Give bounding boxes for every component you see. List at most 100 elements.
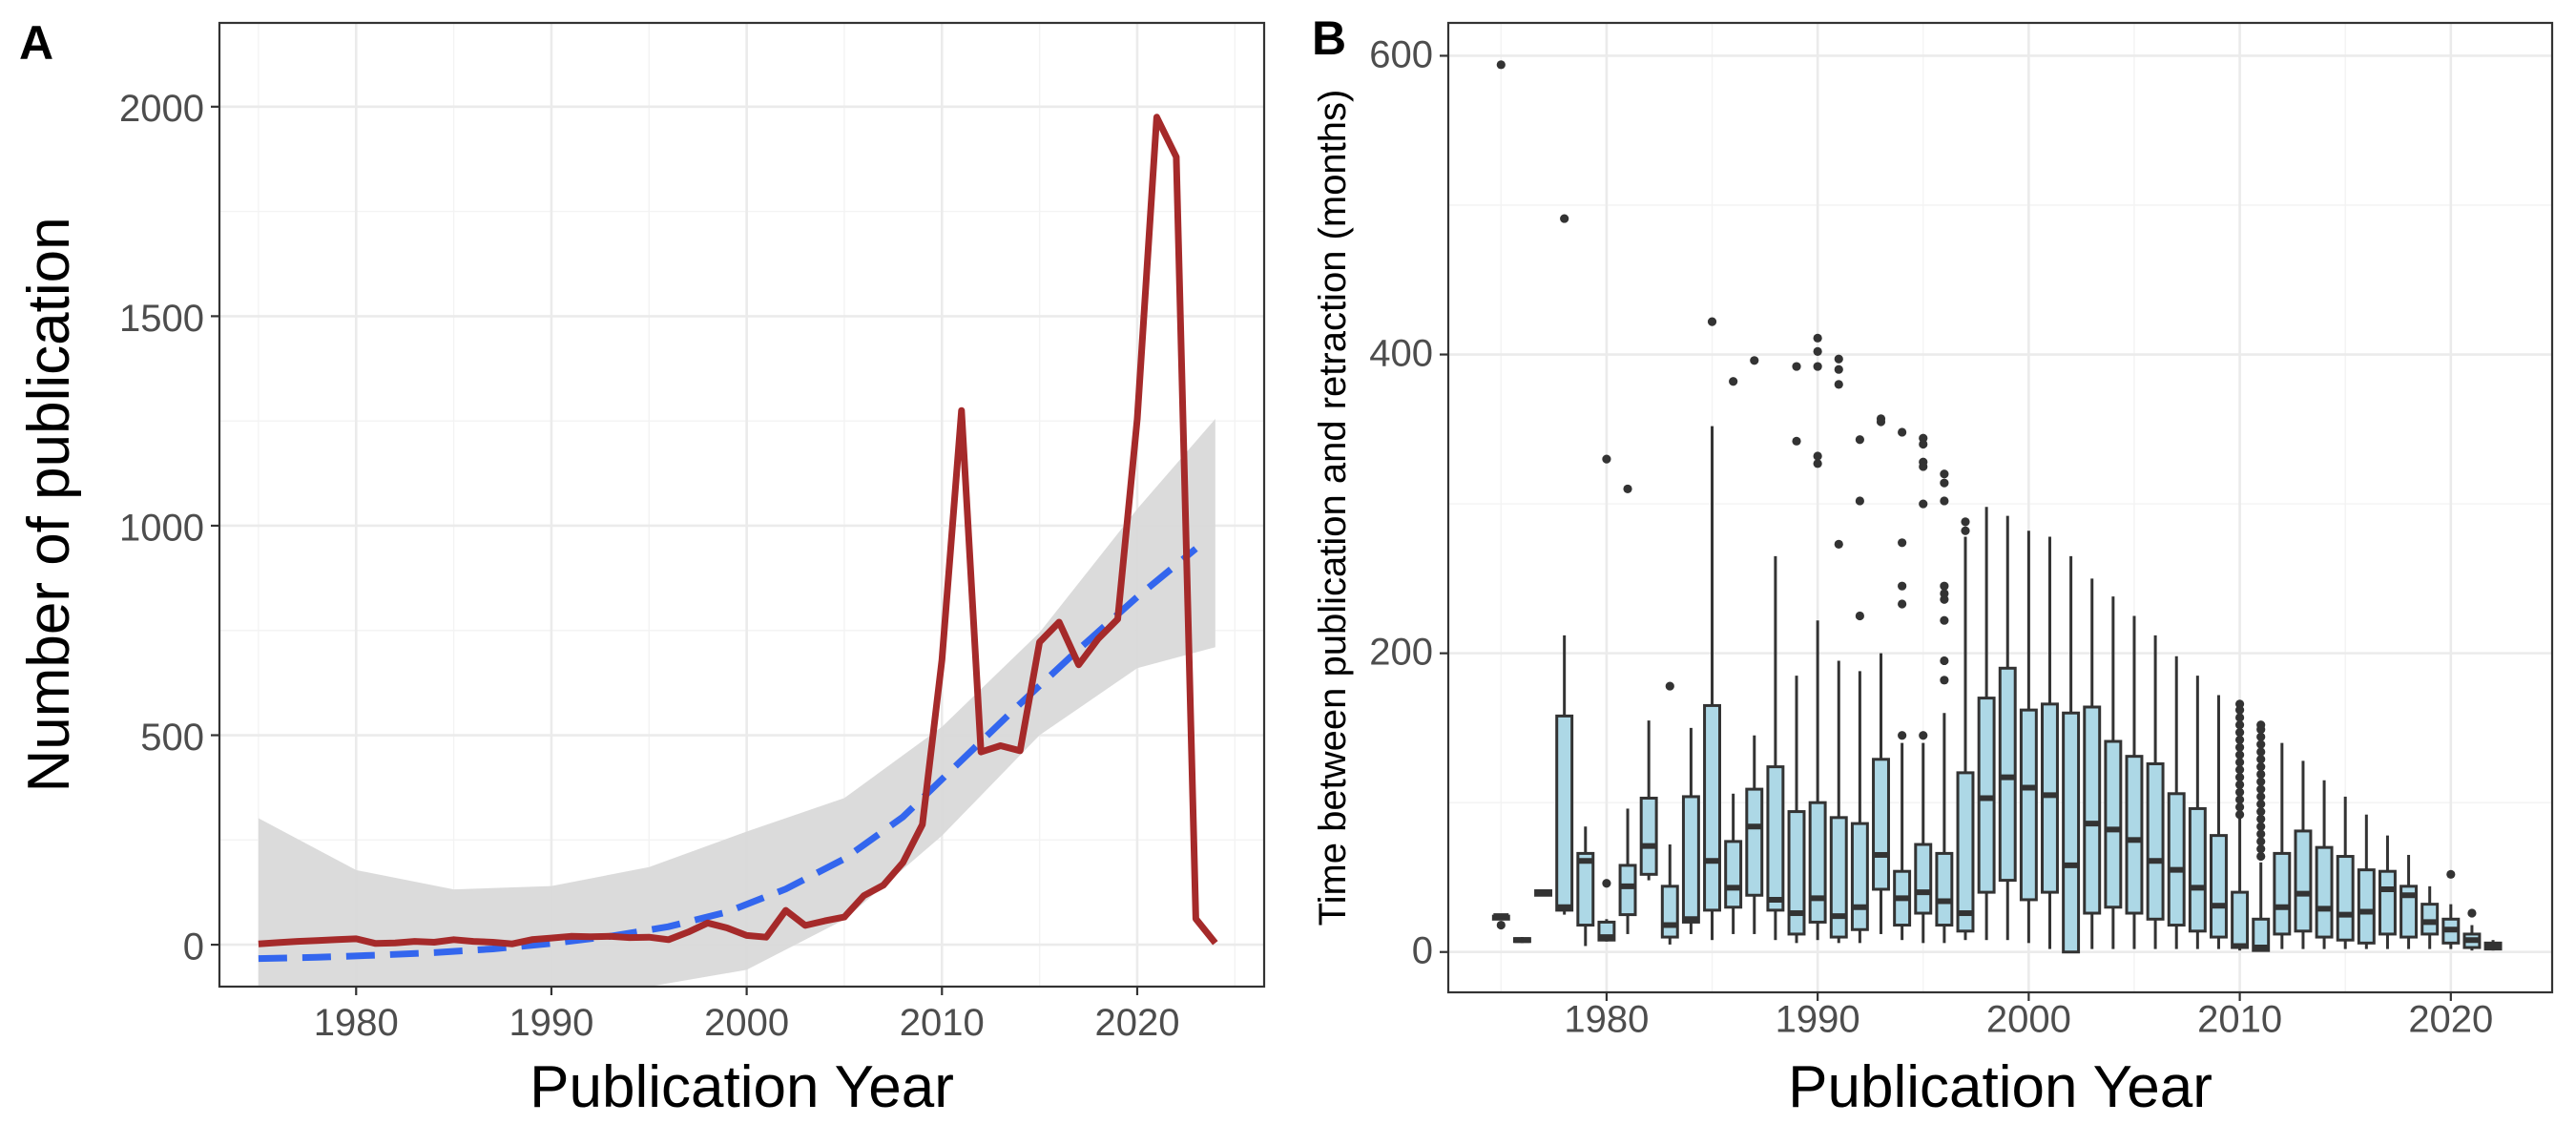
box-outlier [1898,731,1907,740]
a-x-tick-label-2000: 2000 [704,1002,789,1044]
box-outlier [1940,478,1949,488]
box-iqr [1681,795,1700,924]
box-outlier [2256,739,2266,749]
box-iqr [1787,810,1806,936]
box-iqr [2294,829,2313,933]
box-1980 [1597,454,1616,942]
box-2004 [2104,596,2123,949]
box-outlier [2234,802,2245,812]
panel-b-x-axis-title: Publication Year [1788,1054,2212,1120]
box-iqr [2167,792,2186,927]
box-outlier [2234,742,2245,752]
box-iqr [2125,755,2144,915]
box-outlier [1898,427,1907,437]
box-iqr [2315,845,2334,939]
box-2016 [2357,814,2376,949]
a-y-tick-label-500: 500 [140,717,204,759]
box-outlier [1792,436,1801,446]
a-y-tick-label-2000: 2000 [119,88,204,130]
panel-a-trend-line [258,546,1198,963]
box-outlier [1496,60,1506,70]
box-outlier [2256,747,2266,757]
box-1987 [1745,356,1764,934]
box-iqr [2104,739,2123,909]
box-iqr [2336,855,2355,942]
box-outlier [2234,810,2245,820]
box-outlier [2256,822,2266,831]
box-outlier [1813,362,1822,371]
box-outlier [2234,713,2245,722]
box-outlier [1898,538,1907,548]
box-outlier [1919,731,1928,740]
box-outlier [1665,681,1674,691]
box-outlier [1855,611,1864,621]
box-outlier [1813,451,1822,461]
box-1999 [1998,515,2017,941]
box-iqr [2420,903,2440,936]
box-outlier [1898,581,1907,591]
box-outlier [2256,762,2266,772]
box-outlier [2256,720,2266,730]
box-outlier [2234,787,2245,797]
box-outlier [2234,772,2245,782]
box-outlier [1855,435,1864,445]
panel-b-boxes [1491,60,2503,954]
box-2012 [2273,742,2292,949]
box-1994 [1893,427,1912,941]
box-iqr [2019,708,2038,902]
box-1976 [1512,937,1531,944]
box-outlier [2234,699,2245,709]
box-1990 [1808,333,1827,941]
box-2007 [2167,656,2186,949]
box-outlier [2234,795,2245,804]
box-1992 [1850,435,1869,944]
box-2000 [2019,531,2038,944]
box-outlier [2467,908,2477,918]
box-iqr [1766,765,1785,912]
box-2008 [2188,676,2207,949]
box-outlier [2256,792,2266,802]
panel-a-publication-line [258,114,1218,947]
box-outlier [1750,356,1759,365]
box-outlier [2234,765,2245,775]
box-iqr [1998,666,2017,883]
box-1979 [1576,826,1595,947]
box-1975 [1491,60,1510,930]
b-y-tick-label-600: 600 [1369,33,1433,75]
box-outlier [1834,354,1843,364]
box-outlier [1919,439,1928,449]
box-outlier [1940,496,1949,506]
box-outlier [2256,800,2266,809]
box-1981 [1618,484,1637,934]
box-outlier [2256,732,2266,741]
panel-b-box-plot: 1980 1990 2000 2010 2020 0 200 400 600 Publicati… [1312,11,2554,1120]
box-iqr [1639,796,1658,876]
box-1989 [1787,362,1806,944]
box-2011 [2252,720,2271,952]
box-1988 [1766,555,1785,941]
panel-b-axis-ticks: 1980 1990 2000 2010 2020 0 200 400 600 [1369,33,2493,1040]
a-x-tick-label-2020: 2020 [1094,1002,1179,1044]
box-2010 [2231,699,2250,951]
panel-a-axis-ticks: 1980 1990 2000 2010 2020 0 500 1000 1500 2000 [119,88,1179,1044]
box-2020 [2441,869,2461,949]
box-outlier [1813,346,1822,357]
box-outlier [2234,750,2245,760]
box-outlier [1834,364,1843,374]
panel-b-y-axis-title: Time between publication and retraction … [1312,90,1354,926]
box-2013 [2294,760,2313,949]
box-outlier [1940,615,1949,625]
box-1986 [1724,377,1743,934]
box-iqr [1977,697,1996,894]
panel-b-tag: B [1312,11,1346,65]
box-2005 [2125,615,2144,949]
b-y-tick-label-200: 200 [1369,632,1433,674]
b-x-tick-label-1990: 1990 [1776,998,1860,1040]
box-iqr [1745,787,1764,897]
box-2018 [2399,854,2419,949]
box-1978 [1555,214,1574,915]
box-outlier [2234,720,2245,730]
box-1982 [1639,720,1658,881]
box-outlier [1834,380,1843,389]
